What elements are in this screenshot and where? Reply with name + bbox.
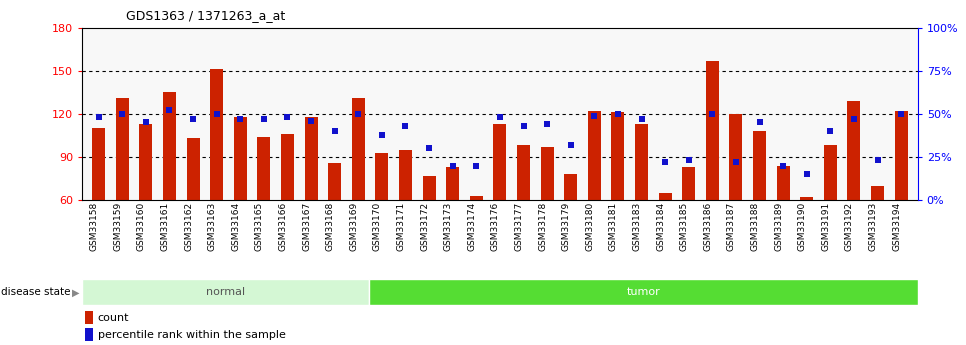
Bar <box>541 147 554 200</box>
Bar <box>82 279 369 305</box>
Bar <box>163 92 176 200</box>
Bar <box>469 196 483 200</box>
Bar <box>139 124 153 200</box>
Bar <box>257 137 270 200</box>
Bar <box>635 124 648 200</box>
Text: ▶: ▶ <box>71 287 79 297</box>
Bar <box>611 112 624 200</box>
Text: GDS1363 / 1371263_a_at: GDS1363 / 1371263_a_at <box>126 9 285 22</box>
Bar <box>211 69 223 200</box>
Bar <box>800 197 813 200</box>
Bar <box>281 134 294 200</box>
Bar <box>706 61 719 200</box>
Bar <box>376 152 388 200</box>
Bar <box>186 138 200 200</box>
Text: percentile rank within the sample: percentile rank within the sample <box>98 330 285 340</box>
Bar <box>753 131 766 200</box>
Bar <box>304 117 318 200</box>
Bar <box>682 167 696 200</box>
Bar <box>446 167 459 200</box>
Bar <box>369 279 918 305</box>
Bar <box>847 101 861 200</box>
Bar <box>399 150 412 200</box>
Bar <box>871 186 884 200</box>
Bar <box>422 176 436 200</box>
Bar <box>494 124 506 200</box>
Bar <box>116 98 128 200</box>
Bar <box>328 163 341 200</box>
Bar <box>729 114 743 200</box>
Text: count: count <box>98 313 129 323</box>
Bar <box>564 174 578 200</box>
Bar <box>824 146 837 200</box>
Text: disease state: disease state <box>1 287 71 297</box>
Bar <box>588 111 601 200</box>
Bar <box>234 117 246 200</box>
Text: normal: normal <box>206 287 245 297</box>
Bar <box>777 166 789 200</box>
Bar <box>85 311 94 324</box>
Bar <box>85 328 94 341</box>
Text: tumor: tumor <box>626 287 660 297</box>
Bar <box>92 128 105 200</box>
Bar <box>895 111 908 200</box>
Bar <box>352 98 365 200</box>
Bar <box>517 146 530 200</box>
Bar <box>659 193 671 200</box>
